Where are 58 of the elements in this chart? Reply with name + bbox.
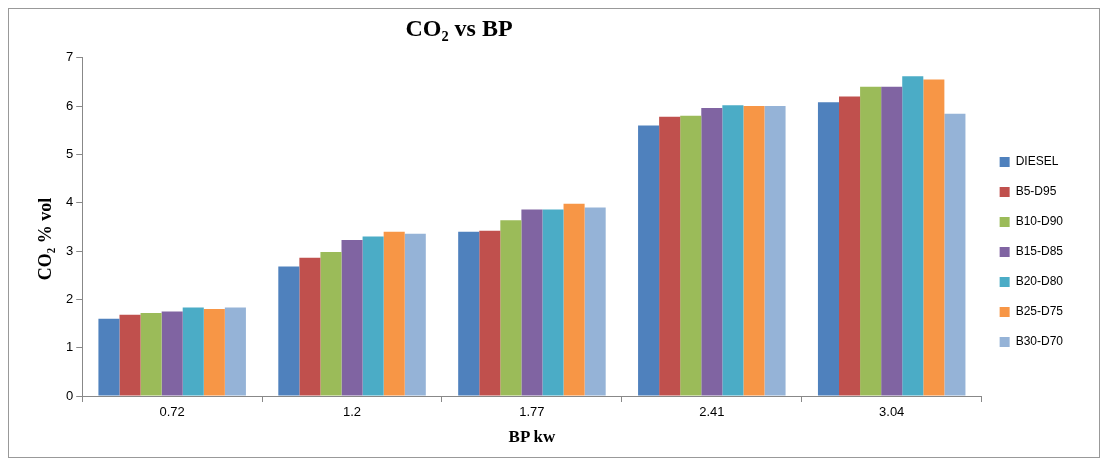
bar [638,125,660,396]
bar [839,96,861,396]
bar [140,312,162,396]
bar [701,108,723,396]
y-tick-label: 1 [66,339,74,355]
bar [563,203,585,396]
bar [860,86,882,396]
bar [383,231,405,396]
bar [500,220,522,396]
y-tick-label: 3 [66,242,74,258]
legend-label: B5-D95 [1015,184,1057,199]
bar [458,231,480,396]
bar [722,105,744,396]
y-tick-label: 0 [66,387,74,403]
bar [542,209,564,396]
bar [902,76,924,396]
bar [119,314,141,396]
x-axis-title: BP kw [508,427,557,447]
legend-label: B25-D75 [1015,304,1064,319]
x-tick-label: 0.72 [159,404,185,420]
chart-title: CO₂ vs BP [404,15,514,42]
y-axis-title: CO₂ % vol [34,197,56,281]
bar [203,309,225,396]
bar [584,207,606,396]
bar [98,318,120,396]
y-tick-label: 7 [66,49,74,65]
bar [680,115,702,396]
x-tick-label: 1.77 [519,404,545,420]
bar [320,252,342,396]
bar [764,106,786,396]
bar [182,307,204,396]
bar [299,257,321,396]
x-tick-label: 1.2 [343,404,362,420]
bar [224,307,246,396]
bar [278,266,300,396]
y-tick-label: 4 [66,194,74,210]
legend-label: B15-D85 [1015,244,1064,259]
y-tick-label: 6 [66,97,74,113]
legend-label: DIESEL [1015,154,1059,169]
bar [362,236,384,396]
bar [521,209,543,396]
x-tick-label: 2.41 [699,404,725,420]
bar [743,106,765,396]
bar [161,311,183,396]
bar [404,233,426,396]
bar [817,102,840,396]
bar [659,116,681,396]
legend-label: B30-D70 [1015,334,1064,349]
legend-label: B20-D80 [1015,274,1064,289]
bar [479,230,501,396]
legend-label: B10-D90 [1015,214,1064,229]
bar [923,79,945,396]
bar [881,86,903,396]
bar [944,113,966,396]
x-tick-label: 3.04 [879,404,905,420]
bar [341,239,363,396]
y-tick-label: 2 [66,290,74,306]
y-tick-label: 5 [66,146,74,162]
